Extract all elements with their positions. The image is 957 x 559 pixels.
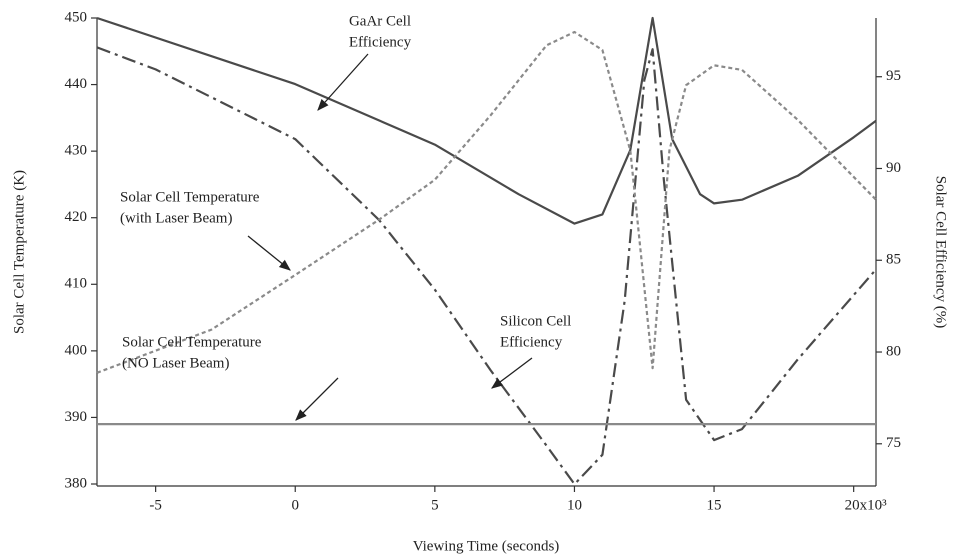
annotation: (NO Laser Beam): [122, 355, 229, 371]
annotation: Efficiency: [500, 334, 563, 350]
y2-axis-title: Solar Cell Efficiency (%): [933, 176, 949, 329]
annotation-arrow: [295, 377, 339, 421]
annotation-arrow: [317, 53, 369, 111]
y-tick-label: 430: [65, 143, 88, 159]
x-tick-label: -5: [149, 497, 162, 513]
y2-tick-label: 75: [886, 435, 901, 451]
y2-tick-label: 90: [886, 160, 901, 176]
series-line: [96, 16, 877, 225]
y-tick-label: 400: [65, 342, 88, 358]
x-tick-label: 20x10³: [845, 497, 888, 513]
y-tick-label: 450: [65, 9, 88, 25]
series-line: [96, 46, 877, 486]
y2-tick-label: 80: [886, 343, 901, 359]
annotation-arrow: [491, 357, 533, 389]
y-tick-label: 440: [65, 76, 88, 92]
series-line: [96, 30, 877, 374]
y-tick-label: 410: [65, 276, 88, 292]
y-tick-label: 420: [65, 209, 88, 225]
annotation: (with Laser Beam): [120, 210, 232, 226]
annotation: Silicon Cell: [500, 313, 571, 329]
y2-tick-label: 95: [886, 68, 901, 84]
annotation: Solar Cell Temperature: [122, 334, 262, 350]
y-axis-title: Solar Cell Temperature (K): [11, 170, 27, 334]
annotation: GaAr Cell: [349, 13, 411, 29]
x-tick-label: 5: [431, 497, 439, 513]
annotation: Efficiency: [349, 34, 412, 50]
annotation: Solar Cell Temperature: [120, 189, 260, 205]
y2-tick-label: 85: [886, 252, 901, 268]
x-axis-title: Viewing Time (seconds): [413, 538, 560, 554]
y-tick-label: 390: [65, 409, 88, 425]
x-tick-label: 15: [707, 497, 722, 513]
x-tick-label: 10: [567, 497, 582, 513]
x-tick-label: 0: [291, 497, 299, 513]
y-tick-label: 380: [65, 475, 88, 491]
annotation-arrow: [247, 235, 291, 271]
